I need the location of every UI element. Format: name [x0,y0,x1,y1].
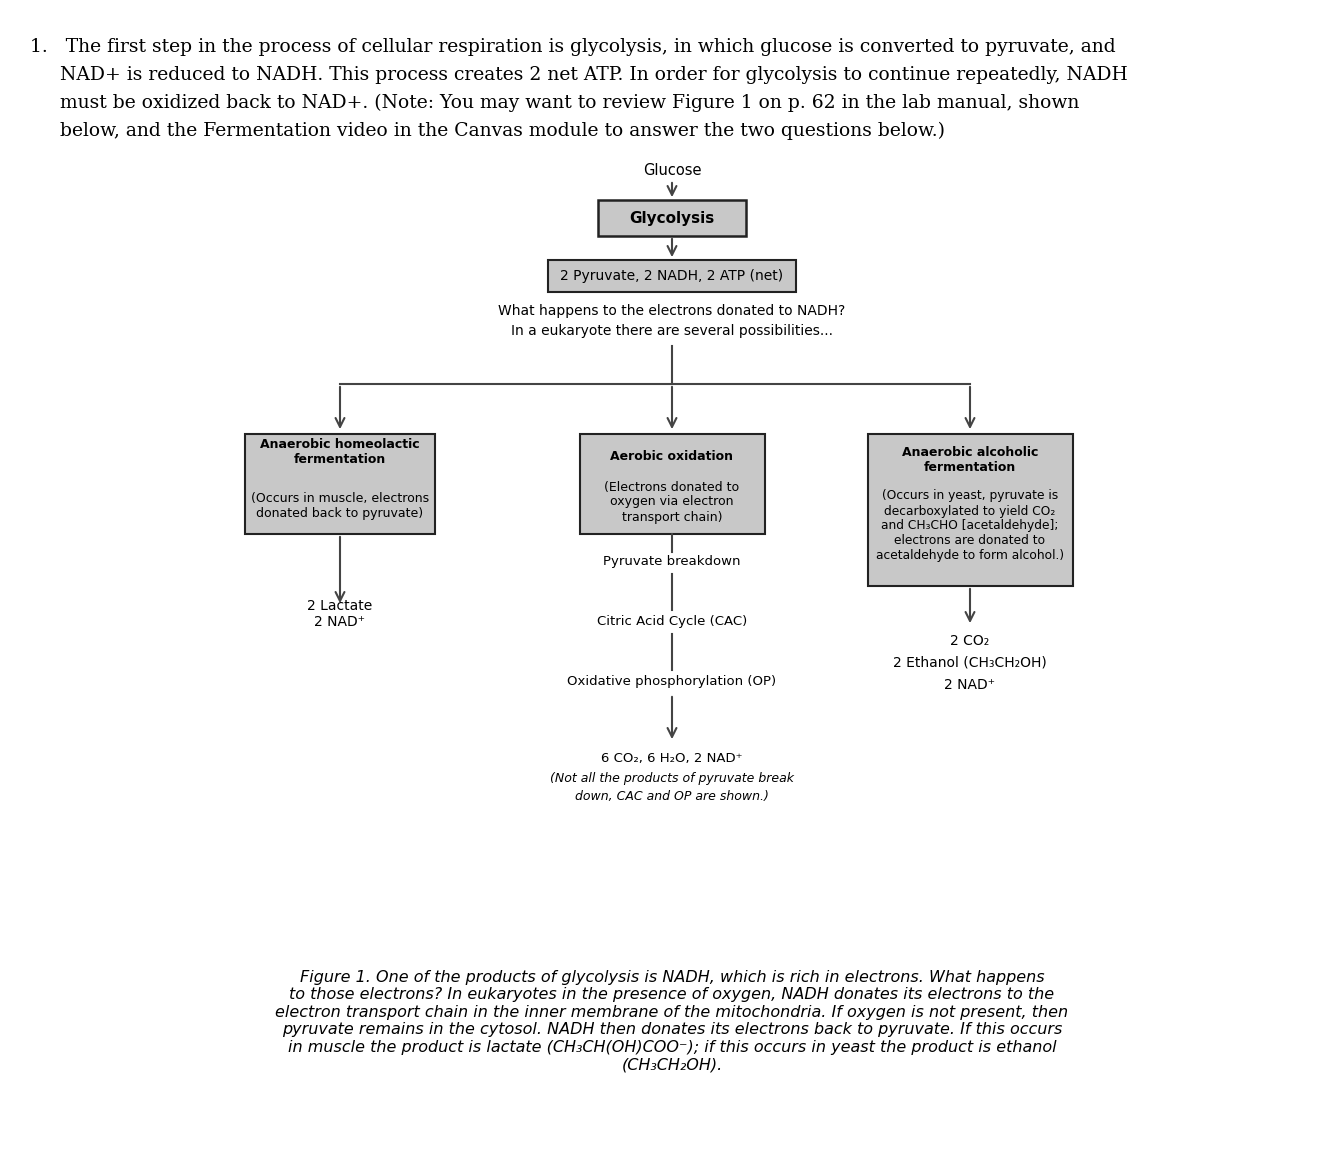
Text: Anaerobic homeolactic
fermentation: Anaerobic homeolactic fermentation [261,438,419,466]
Text: must be oxidized back to NAD+. (Note: You may want to review Figure 1 on p. 62 i: must be oxidized back to NAD+. (Note: Yo… [30,94,1079,113]
Text: Glucose: Glucose [642,163,702,178]
FancyBboxPatch shape [579,434,765,534]
Text: Aerobic oxidation: Aerobic oxidation [610,450,734,463]
Text: In a eukaryote there are several possibilities...: In a eukaryote there are several possibi… [511,323,833,338]
Text: Figure 1. One of the products of glycolysis is NADH, which is rich in electrons.: Figure 1. One of the products of glycoly… [276,970,1068,1072]
FancyBboxPatch shape [598,200,746,236]
Text: (Electrons donated to
oxygen via electron
transport chain): (Electrons donated to oxygen via electro… [605,481,739,524]
Text: 2 CO₂: 2 CO₂ [950,634,989,648]
Text: 2 Pyruvate, 2 NADH, 2 ATP (net): 2 Pyruvate, 2 NADH, 2 ATP (net) [560,270,784,282]
Text: Anaerobic alcoholic
fermentation: Anaerobic alcoholic fermentation [902,447,1038,473]
Text: Pyruvate breakdown: Pyruvate breakdown [603,556,741,568]
Text: 2 Ethanol (CH₃CH₂OH): 2 Ethanol (CH₃CH₂OH) [894,656,1047,670]
FancyBboxPatch shape [867,434,1073,586]
Text: (Occurs in yeast, pyruvate is
decarboxylated to yield CO₂
and CH₃CHO [acetaldehy: (Occurs in yeast, pyruvate is decarboxyl… [876,490,1064,563]
Text: Oxidative phosphorylation (OP): Oxidative phosphorylation (OP) [567,675,777,688]
Text: (Occurs in muscle, electrons
donated back to pyruvate): (Occurs in muscle, electrons donated bac… [251,492,429,520]
FancyBboxPatch shape [548,260,796,292]
FancyBboxPatch shape [245,434,435,534]
Text: below, and the Fermentation video in the Canvas module to answer the two questio: below, and the Fermentation video in the… [30,122,945,141]
Text: Citric Acid Cycle (CAC): Citric Acid Cycle (CAC) [597,615,747,628]
Text: 2 Lactate
2 NAD⁺: 2 Lactate 2 NAD⁺ [308,599,372,629]
Text: 1.   The first step in the process of cellular respiration is glycolysis, in whi: 1. The first step in the process of cell… [30,38,1116,56]
Text: What happens to the electrons donated to NADH?: What happens to the electrons donated to… [499,304,845,318]
Text: NAD+ is reduced to NADH. This process creates 2 net ATP. In order for glycolysis: NAD+ is reduced to NADH. This process cr… [30,66,1128,84]
Text: Glycolysis: Glycolysis [629,211,715,225]
Text: 6 CO₂, 6 H₂O, 2 NAD⁺: 6 CO₂, 6 H₂O, 2 NAD⁺ [601,752,743,765]
Text: down, CAC and OP are shown.): down, CAC and OP are shown.) [575,790,769,803]
Text: (Not all the products of pyruvate break: (Not all the products of pyruvate break [550,772,794,785]
Text: 2 NAD⁺: 2 NAD⁺ [945,677,996,691]
